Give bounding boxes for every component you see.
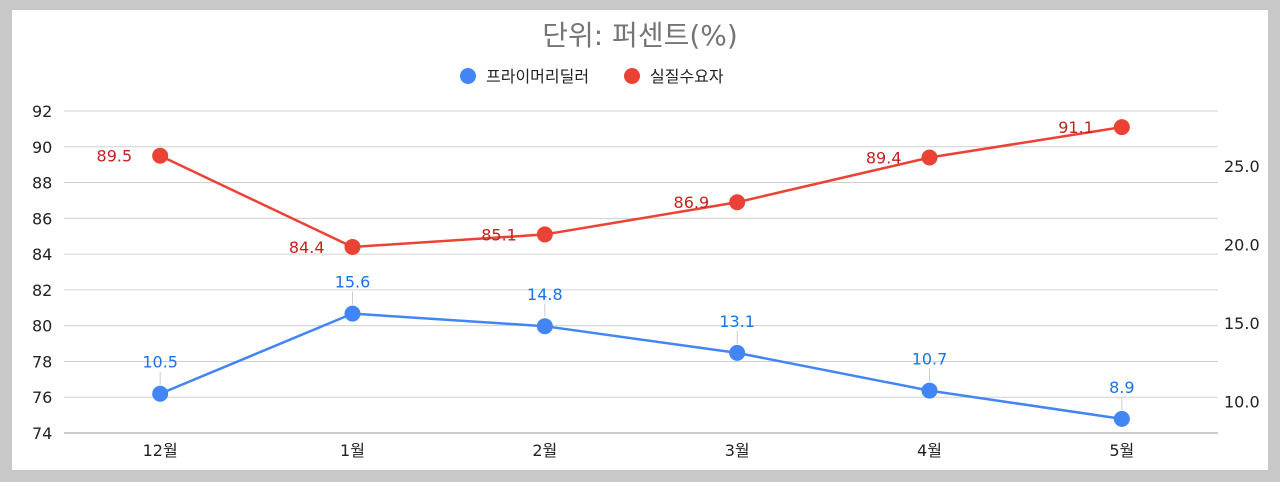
x-axis: 12월 1월 2월 3월 4월 5월 (143, 441, 1135, 460)
x-tick-label: 4월 (917, 441, 942, 460)
legend-marker-real-demand (624, 68, 640, 84)
series-real-demand: 89.5 84.4 85.1 86.9 89.4 91.1 (97, 118, 1130, 257)
left-tick-label: 80 (32, 317, 52, 336)
series-line (159, 125, 1123, 249)
legend-marker-primary-dealer (460, 68, 476, 84)
data-point[interactable] (536, 318, 553, 335)
data-label: 89.4 (866, 149, 902, 168)
grid-lines (64, 110, 1218, 434)
line-chart: 단위: 퍼센트(%) 프라이머리딜러 실질수요자 74 76 78 80 82 84 86 8… (32, 19, 1260, 460)
right-tick-label: 15.0 (1224, 314, 1260, 333)
legend-label-real-demand: 실질수요자 (650, 67, 724, 86)
data-label: 13.1 (719, 312, 755, 331)
data-point[interactable] (921, 149, 938, 166)
x-tick-label: 1월 (340, 441, 365, 460)
x-tick-label: 2월 (532, 441, 557, 460)
x-tick-label: 3월 (725, 441, 750, 460)
data-label: 10.7 (912, 350, 948, 369)
data-point[interactable] (1113, 119, 1130, 136)
data-label: 84.4 (289, 238, 325, 257)
data-point[interactable] (729, 194, 746, 211)
data-point[interactable] (1113, 410, 1130, 427)
x-tick-label: 5월 (1109, 441, 1134, 460)
left-tick-label: 84 (32, 245, 52, 264)
left-tick-label: 92 (32, 102, 52, 121)
right-tick-label: 20.0 (1224, 236, 1260, 255)
right-tick-label: 25.0 (1224, 157, 1260, 176)
legend-label-primary-dealer: 프라이머리딜러 (486, 67, 589, 86)
legend-item-real-demand[interactable]: 실질수요자 (624, 67, 724, 86)
x-tick-label: 12월 (143, 441, 178, 460)
left-tick-label: 74 (32, 424, 52, 443)
chart-frame: 단위: 퍼센트(%) 프라이머리딜러 실질수요자 74 76 78 80 82 84 86 8… (12, 10, 1268, 470)
data-point[interactable] (344, 305, 361, 322)
left-axis: 74 76 78 80 82 84 86 88 90 92 (32, 102, 52, 443)
data-label: 89.5 (97, 147, 133, 166)
left-tick-label: 86 (32, 209, 52, 228)
data-point[interactable] (152, 385, 169, 402)
data-label: 86.9 (674, 193, 710, 212)
left-tick-label: 90 (32, 138, 52, 157)
data-point[interactable] (344, 238, 361, 255)
left-tick-label: 88 (32, 174, 52, 193)
chart-title: 단위: 퍼센트(%) (542, 19, 738, 52)
data-label: 10.5 (142, 353, 178, 372)
left-tick-label: 82 (32, 281, 52, 300)
data-label: 8.9 (1109, 378, 1134, 397)
data-label: 15.6 (335, 273, 371, 292)
series-line (159, 312, 1123, 421)
data-point[interactable] (729, 344, 746, 361)
series-layer: 10.515.614.813.110.78.989.584.485.186.98… (97, 118, 1135, 427)
data-point[interactable] (536, 226, 553, 243)
data-label: 91.1 (1058, 118, 1094, 137)
left-tick-label: 78 (32, 352, 52, 371)
legend-item-primary-dealer[interactable]: 프라이머리딜러 (460, 67, 589, 86)
data-point[interactable] (921, 382, 938, 399)
series-primary-dealer: 10.5 15.6 14.8 13.1 10.7 8.9 (142, 273, 1135, 427)
data-label: 85.1 (481, 225, 517, 244)
right-axis: 10.0 15.0 20.0 25.0 (1224, 157, 1260, 412)
left-tick-label: 76 (32, 388, 52, 407)
legend: 프라이머리딜러 실질수요자 (460, 67, 724, 86)
data-label: 14.8 (527, 285, 563, 304)
data-point[interactable] (152, 147, 169, 164)
right-tick-label: 10.0 (1224, 393, 1260, 412)
